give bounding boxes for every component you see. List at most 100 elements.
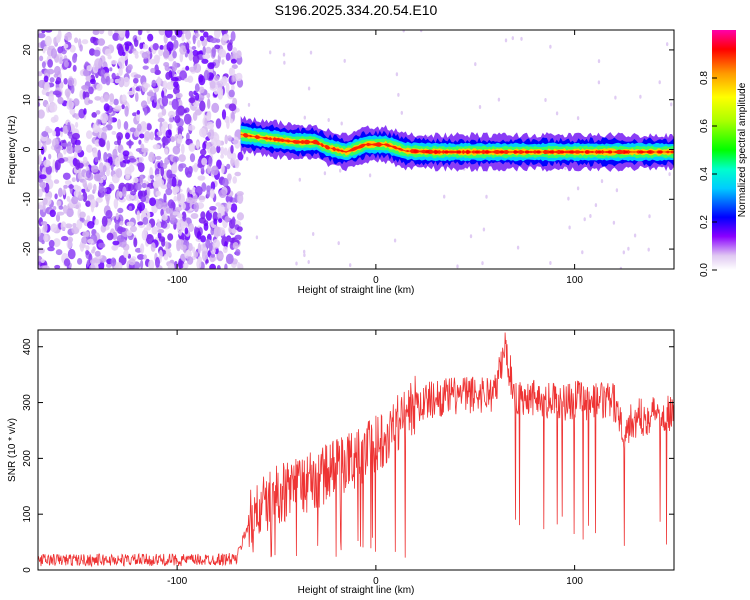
colorbar-tick-label: 0.0 — [699, 263, 710, 277]
noise-speck — [121, 94, 127, 103]
noise-speck — [190, 213, 199, 219]
colorbar-tick-label: 0.8 — [699, 71, 710, 85]
noise-speck — [139, 30, 143, 36]
noise-speck — [184, 227, 189, 235]
noise-speck — [478, 105, 482, 109]
noise-speck — [205, 259, 209, 264]
noise-speck — [161, 137, 168, 143]
noise-speck — [54, 264, 61, 269]
noise-speck — [68, 133, 73, 139]
noise-speck — [199, 100, 206, 112]
noise-speck — [53, 114, 59, 123]
noise-speck — [73, 190, 79, 197]
noise-speck — [79, 211, 86, 219]
noise-speck — [303, 115, 306, 120]
noise-speck — [197, 242, 202, 254]
noise-speck — [173, 195, 178, 202]
noise-speck — [158, 236, 166, 243]
noise-speck — [175, 108, 180, 118]
noise-speck — [117, 207, 124, 214]
noise-speck — [164, 148, 169, 155]
noise-speck — [178, 258, 183, 269]
noise-speck — [172, 156, 179, 163]
noise-speck — [92, 30, 100, 36]
noise-speck — [175, 92, 183, 99]
noise-speck — [172, 50, 177, 59]
noise-speck — [179, 70, 188, 81]
noise-speck — [136, 110, 141, 115]
noise-speck — [226, 201, 232, 210]
noise-speck — [171, 163, 178, 174]
noise-speck — [38, 95, 41, 103]
noise-speck — [124, 166, 132, 178]
noise-speck — [188, 223, 195, 232]
noise-speck — [148, 259, 155, 269]
noise-speck — [40, 146, 45, 155]
noise-speck — [72, 98, 80, 107]
noise-speck — [82, 191, 88, 203]
noise-speck — [72, 64, 77, 72]
noise-speck — [209, 188, 215, 199]
noise-speck — [235, 72, 243, 82]
noise-speck — [206, 121, 215, 130]
noise-speck — [50, 223, 58, 233]
noise-speck — [217, 212, 222, 219]
noise-speck — [402, 30, 405, 33]
noise-speck — [195, 33, 200, 38]
spectrogram-x-label: Height of straight line (km) — [298, 285, 415, 296]
noise-speck — [98, 30, 105, 35]
noise-speck — [88, 86, 94, 95]
noise-speck — [177, 125, 184, 133]
noise-speck — [140, 195, 146, 203]
noise-speck — [221, 109, 227, 120]
noise-speck — [393, 238, 397, 243]
noise-speck — [222, 177, 229, 187]
x-tick-label: -100 — [167, 576, 187, 587]
noise-speck — [485, 194, 488, 199]
colorbar-tick-label: 0.2 — [699, 215, 710, 229]
noise-speck — [110, 257, 117, 267]
noise-speck — [149, 58, 156, 65]
noise-speck — [220, 163, 225, 174]
noise-speck — [43, 75, 49, 83]
noise-speck — [54, 65, 61, 76]
noise-speck — [48, 93, 54, 103]
noise-speck — [323, 171, 327, 176]
noise-speck — [639, 94, 642, 99]
noise-speck — [88, 99, 93, 104]
noise-speck — [106, 232, 114, 241]
y-tick-label: 100 — [22, 505, 33, 522]
noise-speck — [236, 193, 244, 204]
noise-speck — [198, 75, 206, 86]
noise-speck — [118, 77, 125, 88]
noise-speck — [102, 126, 108, 133]
noise-speck — [217, 253, 224, 259]
noise-speck — [555, 111, 559, 116]
noise-speck — [140, 100, 148, 109]
noise-speck — [221, 50, 227, 58]
noise-speck — [38, 247, 45, 254]
noise-speck — [227, 42, 233, 52]
noise-speck — [198, 176, 205, 181]
noise-speck — [340, 121, 343, 126]
noise-speck — [177, 213, 183, 219]
noise-speck — [216, 265, 221, 269]
noise-speck — [81, 85, 89, 90]
noise-speck — [207, 62, 215, 70]
noise-speck — [65, 223, 73, 229]
noise-speck — [670, 102, 673, 107]
noise-speck — [222, 33, 230, 40]
noise-speck — [211, 102, 220, 113]
noise-speck — [61, 235, 69, 242]
y-tick-label: -20 — [22, 241, 33, 256]
noise-speck — [597, 80, 601, 85]
noise-speck — [191, 186, 197, 197]
signal-peak — [549, 150, 554, 154]
noise-speck — [224, 116, 230, 124]
signal-peak — [465, 150, 470, 154]
noise-speck — [83, 108, 87, 115]
noise-speck — [255, 235, 259, 240]
signal-peak — [658, 150, 663, 154]
y-tick-label: 300 — [22, 394, 33, 411]
noise-speck — [144, 130, 151, 141]
